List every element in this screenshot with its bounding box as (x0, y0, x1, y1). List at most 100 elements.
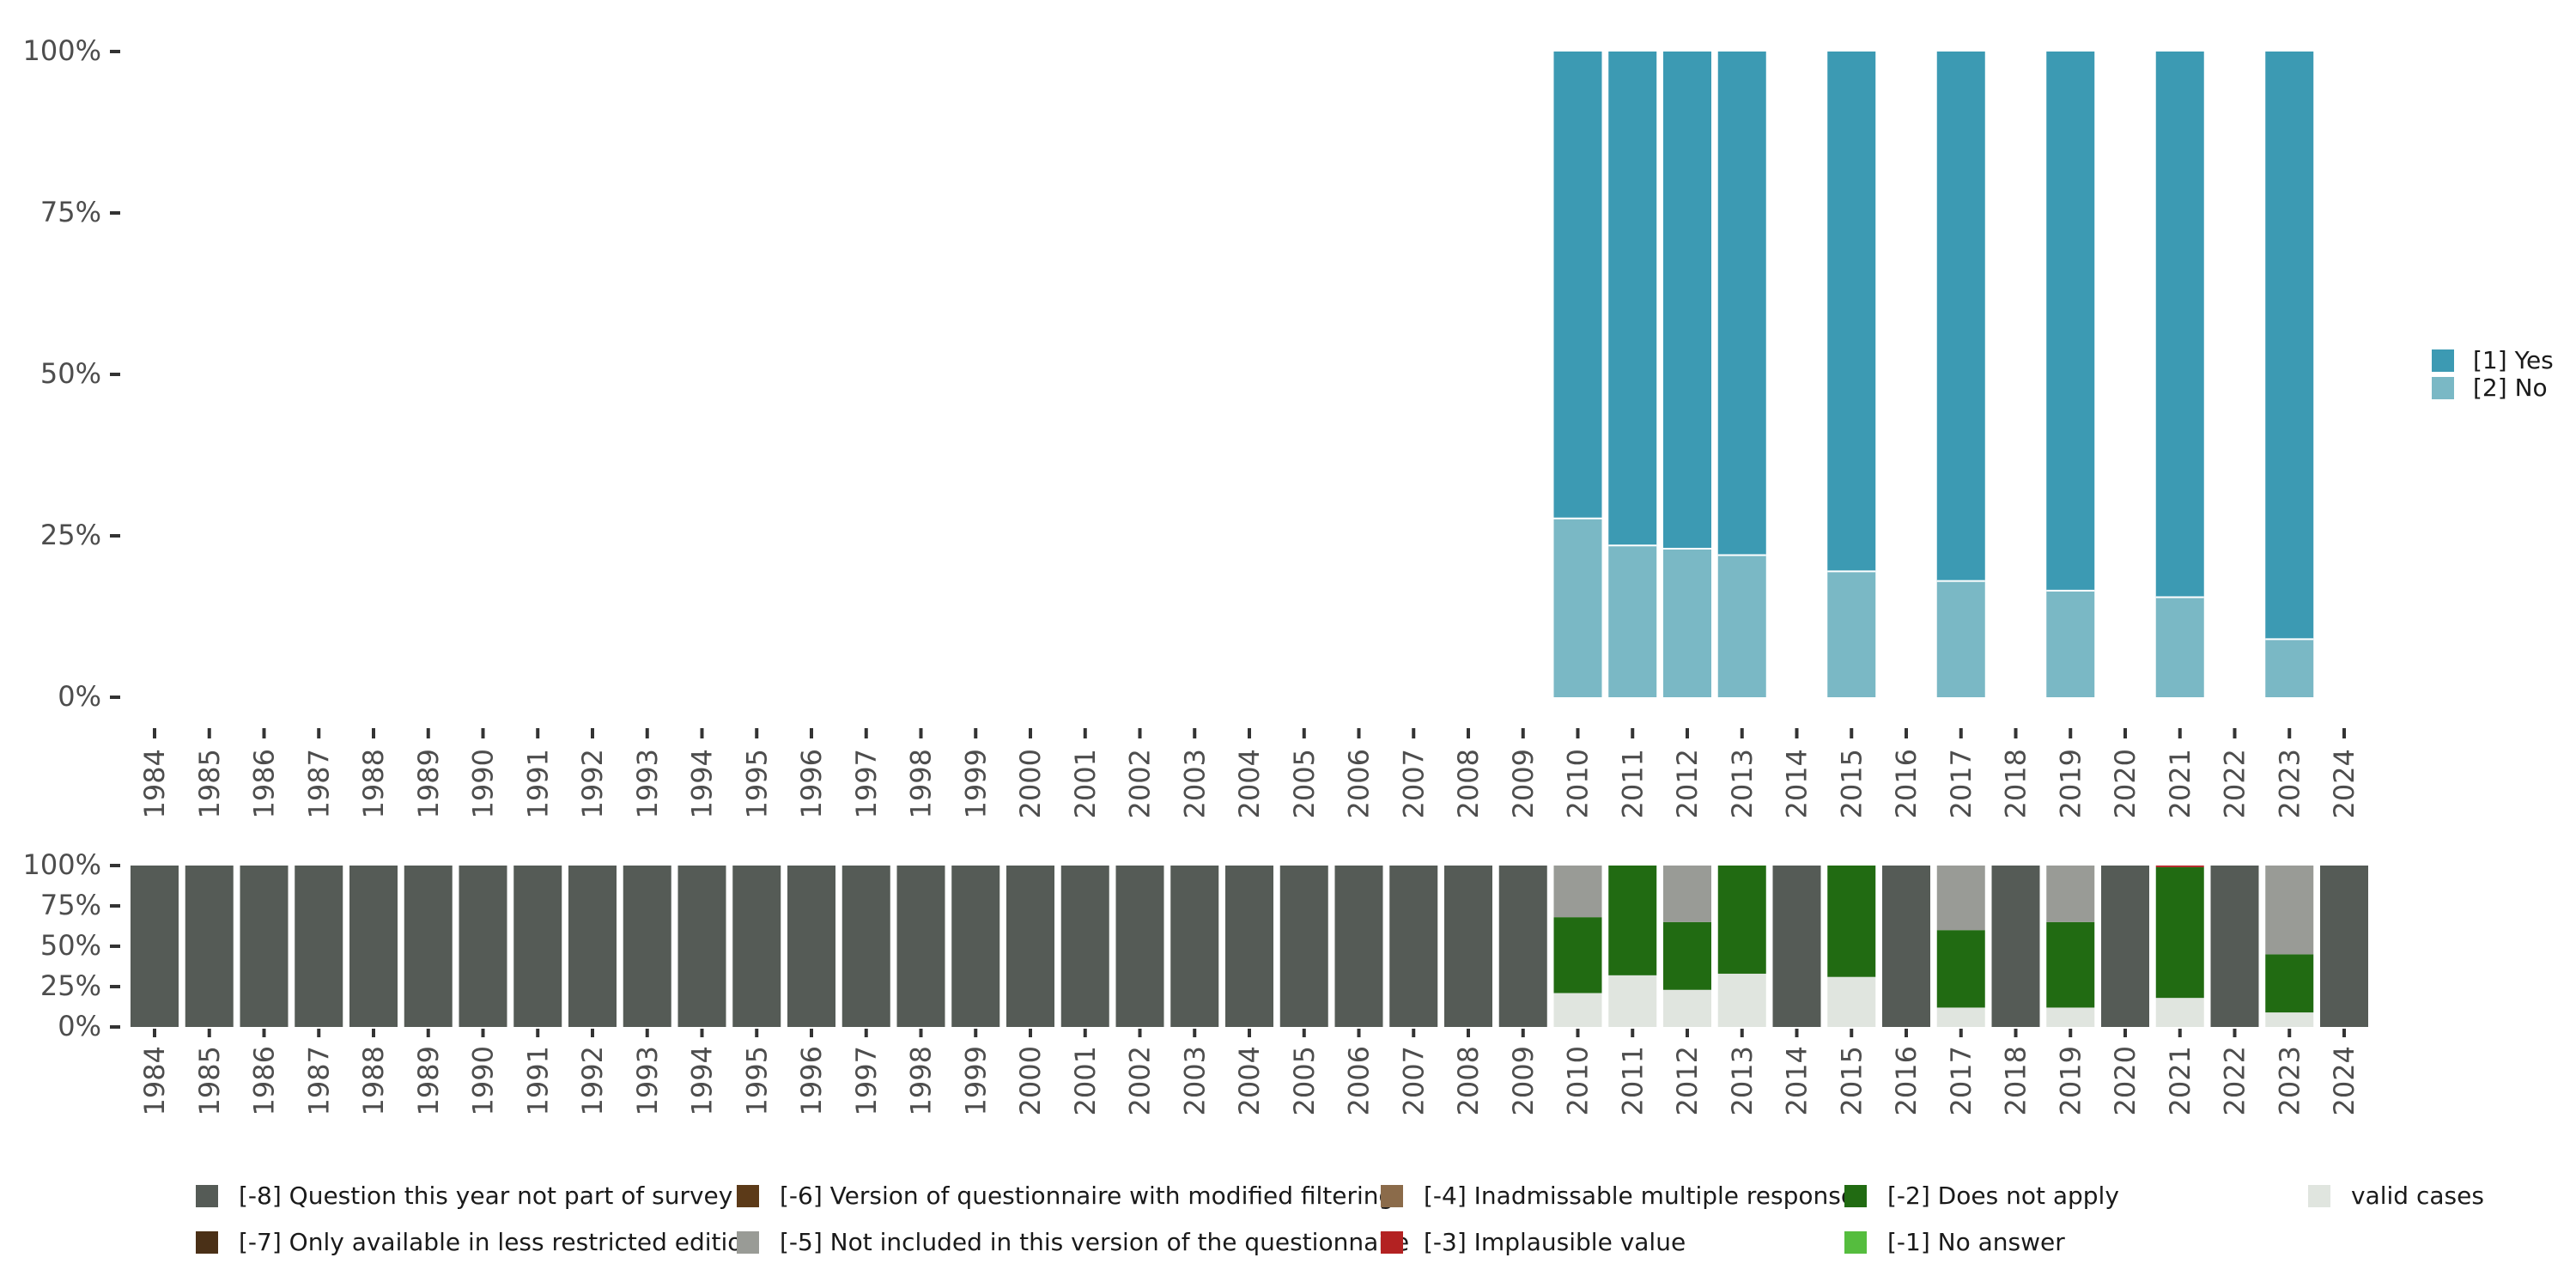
bottom-legend-swatch-m4 (1381, 1185, 1403, 1207)
bottom-bar-1985-m8 (185, 866, 234, 1027)
top-x-tick-label: 2013 (1726, 749, 1759, 818)
top-bar-2017-no (1936, 580, 1985, 697)
bottom-x-tick-label: 2000 (1014, 1046, 1047, 1115)
bottom-x-tick-label: 2019 (2054, 1046, 2087, 1115)
top-x-tick-label: 1991 (521, 749, 554, 818)
top-bar-2017-yes (1936, 52, 1985, 581)
bottom-x-tick-label: 1996 (795, 1046, 828, 1115)
top-bar-2011-no (1608, 545, 1657, 697)
top-x-tick-label: 2019 (2054, 749, 2087, 818)
top-bar-2013-yes (1717, 52, 1766, 556)
bottom-y-tick-label: 75% (40, 889, 101, 921)
top-legend-swatch-no (2432, 377, 2454, 399)
bottom-bar-2022-m8 (2210, 866, 2259, 1027)
bottom-bar-1984-m8 (131, 866, 179, 1027)
bottom-x-tick-label: 1998 (905, 1046, 938, 1115)
bottom-legend-swatch-m6 (737, 1185, 759, 1207)
bottom-legend-swatch-m2 (1844, 1185, 1867, 1207)
bottom-bar-1994-m8 (677, 866, 726, 1027)
top-x-tick-label: 1994 (686, 749, 719, 818)
bottom-x-tick-label: 1987 (302, 1046, 335, 1115)
bottom-bar-2018-m8 (1991, 866, 2040, 1027)
bottom-bar-2011-m2 (1608, 866, 1657, 975)
bottom-x-tick-label: 2018 (2000, 1046, 2032, 1115)
bottom-bar-2021-m2 (2155, 866, 2204, 999)
bottom-x-tick-label: 1994 (686, 1046, 719, 1115)
top-legend-swatch-yes (2432, 349, 2454, 372)
bottom-bar-2007-m8 (1389, 866, 1438, 1027)
top-x-tick-label: 1992 (576, 749, 609, 818)
bottom-x-tick-label: 1992 (576, 1046, 609, 1115)
bottom-bar-2015-m2 (1827, 866, 1876, 977)
bottom-legend-swatch-m8 (196, 1185, 218, 1207)
bottom-bar-2023-m2 (2265, 954, 2314, 1013)
top-x-tick-label: 2020 (2109, 749, 2142, 818)
bottom-legend-label-m7: [-7] Only available in less restricted e… (239, 1228, 757, 1256)
top-x-tick-label: 2000 (1014, 749, 1047, 818)
top-bar-2015-yes (1827, 52, 1876, 572)
bottom-x-tick-label: 2010 (1562, 1046, 1595, 1115)
top-bar-2015-no (1827, 571, 1876, 697)
bottom-bar-2013-valid (1717, 973, 1766, 1027)
bottom-x-tick-label: 2001 (1069, 1046, 1102, 1115)
bottom-bar-2017-m5 (1936, 866, 1985, 931)
top-x-tick-label: 1988 (357, 749, 390, 818)
top-x-tick-label: 2008 (1452, 749, 1485, 818)
bottom-x-tick-label: 1999 (959, 1046, 992, 1115)
bottom-legend-label-m2: [-2] Does not apply (1887, 1182, 2119, 1210)
top-legend-label-no: [2] No (2473, 374, 2548, 402)
bottom-bar-2021-valid (2155, 998, 2204, 1027)
bottom-x-tick-label: 2017 (1945, 1046, 1978, 1115)
top-x-tick-label: 2022 (2219, 749, 2251, 818)
bottom-bar-2019-m5 (2046, 866, 2095, 922)
bottom-x-tick-label: 2015 (1835, 1046, 1868, 1115)
top-bar-2013-no (1717, 555, 1766, 697)
bottom-x-tick-label: 2016 (1890, 1046, 1923, 1115)
bottom-bar-1995-m8 (732, 866, 781, 1027)
bottom-x-tick-label: 2003 (1178, 1046, 1211, 1115)
bottom-bar-2002-m8 (1115, 866, 1164, 1027)
top-x-tick-label: 2005 (1288, 749, 1321, 818)
bottom-x-tick-label: 2023 (2273, 1046, 2306, 1115)
bottom-x-tick-label: 2011 (1616, 1046, 1649, 1115)
bottom-legend-label-m1: [-1] No answer (1887, 1228, 2065, 1256)
bottom-legend-swatch-m1 (1844, 1231, 1867, 1254)
bottom-x-tick-label: 2013 (1726, 1046, 1759, 1115)
bottom-x-tick-label: 2014 (1781, 1046, 1814, 1115)
bottom-x-tick-label: 2008 (1452, 1046, 1485, 1115)
bottom-x-tick-label: 1997 (850, 1046, 883, 1115)
bottom-bar-2008-m8 (1444, 866, 1492, 1027)
top-y-tick-label: 25% (40, 519, 101, 551)
bottom-bar-2004-m8 (1225, 866, 1273, 1027)
bottom-bar-2005-m8 (1279, 866, 1328, 1027)
top-x-tick-label: 2011 (1616, 749, 1649, 818)
top-x-tick-label: 2003 (1178, 749, 1211, 818)
bottom-y-tick-label: 0% (58, 1010, 101, 1042)
top-bar-2019-yes (2046, 52, 2095, 591)
top-x-tick-label: 1984 (138, 749, 171, 818)
bottom-y-tick-label: 100% (23, 848, 101, 881)
top-x-tick-label: 2004 (1233, 749, 1266, 818)
bottom-bar-1992-m8 (568, 866, 617, 1027)
top-bar-2023-yes (2265, 52, 2314, 640)
bottom-x-tick-label: 1988 (357, 1046, 390, 1115)
bottom-bar-1996-m8 (787, 866, 835, 1027)
top-x-tick-label: 2017 (1945, 749, 1978, 818)
bottom-x-tick-label: 2022 (2219, 1046, 2251, 1115)
bottom-x-tick-label: 1995 (740, 1046, 773, 1115)
top-x-tick-label: 1989 (412, 749, 445, 818)
top-bar-2010-no (1553, 518, 1602, 697)
bottom-bar-2010-valid (1553, 993, 1602, 1027)
top-legend-label-yes: [1] Yes (2473, 346, 2554, 374)
bottom-bar-1993-m8 (623, 866, 671, 1027)
bottom-legend-label-valid: valid cases (2351, 1182, 2484, 1210)
bottom-x-tick-label: 1986 (248, 1046, 281, 1115)
top-bar-2023-no (2265, 639, 2314, 697)
bottom-x-tick-label: 2021 (2164, 1046, 2196, 1115)
bottom-legend-label-m8: [-8] Question this year not part of surv… (239, 1182, 732, 1210)
bottom-bar-1990-m8 (459, 866, 507, 1027)
bottom-y-tick-label: 50% (40, 929, 101, 962)
top-x-tick-label: 1985 (193, 749, 226, 818)
bottom-bar-2024-m8 (2320, 866, 2368, 1027)
